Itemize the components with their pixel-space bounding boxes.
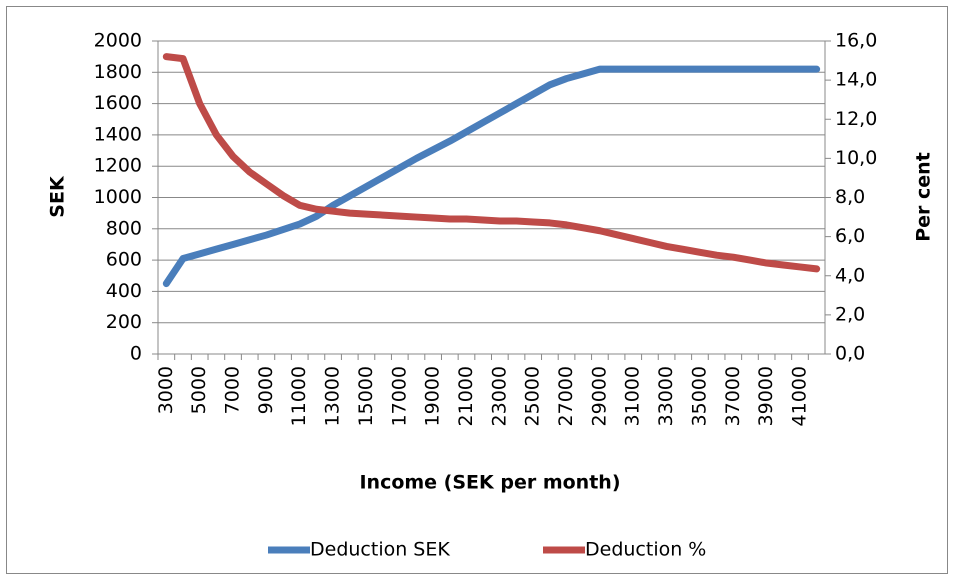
y-tick-label: 600	[106, 249, 142, 271]
y2-tick-label: 6,0	[835, 225, 865, 247]
x-tick-label: 25000	[522, 366, 544, 426]
y2-axis-title: Per cent	[913, 152, 935, 242]
legend-label: Deduction SEK	[310, 539, 450, 561]
y2-tick-label: 12,0	[835, 108, 877, 130]
x-tick-label: 11000	[288, 366, 310, 426]
y-tick-label: 200	[106, 311, 142, 333]
y-tick-label: 1400	[94, 123, 142, 145]
x-tick-label: 19000	[422, 366, 444, 426]
y2-tick-label: 0,0	[835, 343, 865, 365]
y-tick-label: 1800	[94, 61, 142, 83]
x-tick-label: 31000	[622, 366, 644, 426]
y-tick-label: 1200	[94, 155, 142, 177]
x-tick-label: 35000	[688, 366, 710, 426]
x-tick-label: 17000	[388, 366, 410, 426]
x-tick-label: 29000	[588, 366, 610, 426]
y2-tick-label: 14,0	[835, 69, 877, 91]
y-tick-label: 800	[106, 217, 142, 239]
x-tick-label: 41000	[788, 366, 810, 426]
x-tick-label: 3000	[155, 366, 177, 414]
x-tick-label: 39000	[755, 366, 777, 426]
y-tick-label: 400	[106, 280, 142, 302]
x-tick-label: 7000	[222, 366, 244, 414]
y-axis-title: SEK	[47, 175, 69, 218]
y-tick-label: 1600	[94, 92, 142, 114]
x-tick-label: 9000	[255, 366, 277, 414]
y2-tick-label: 16,0	[835, 30, 877, 52]
x-tick-label: 23000	[488, 366, 510, 426]
x-tick-label: 27000	[555, 366, 577, 426]
x-tick-label: 5000	[188, 366, 210, 414]
y2-tick-label: 2,0	[835, 303, 865, 325]
y-tick-label: 2000	[94, 30, 142, 52]
x-tick-label: 37000	[722, 366, 744, 426]
y-tick-label: 0	[130, 343, 142, 365]
x-tick-label: 15000	[355, 366, 377, 426]
chart-border	[6, 6, 948, 574]
legend-label: Deduction %	[585, 539, 706, 561]
x-tick-label: 13000	[322, 366, 344, 426]
y2-tick-label: 8,0	[835, 186, 865, 208]
y2-tick-label: 4,0	[835, 264, 865, 286]
line-series	[162, 65, 821, 288]
x-tick-label: 33000	[655, 366, 677, 426]
x-tick-label: 21000	[455, 366, 477, 426]
y-tick-label: 1000	[94, 186, 142, 208]
x-axis-title: Income (SEK per month)	[359, 472, 620, 494]
y2-tick-label: 10,0	[835, 147, 877, 169]
line-series	[162, 53, 821, 273]
